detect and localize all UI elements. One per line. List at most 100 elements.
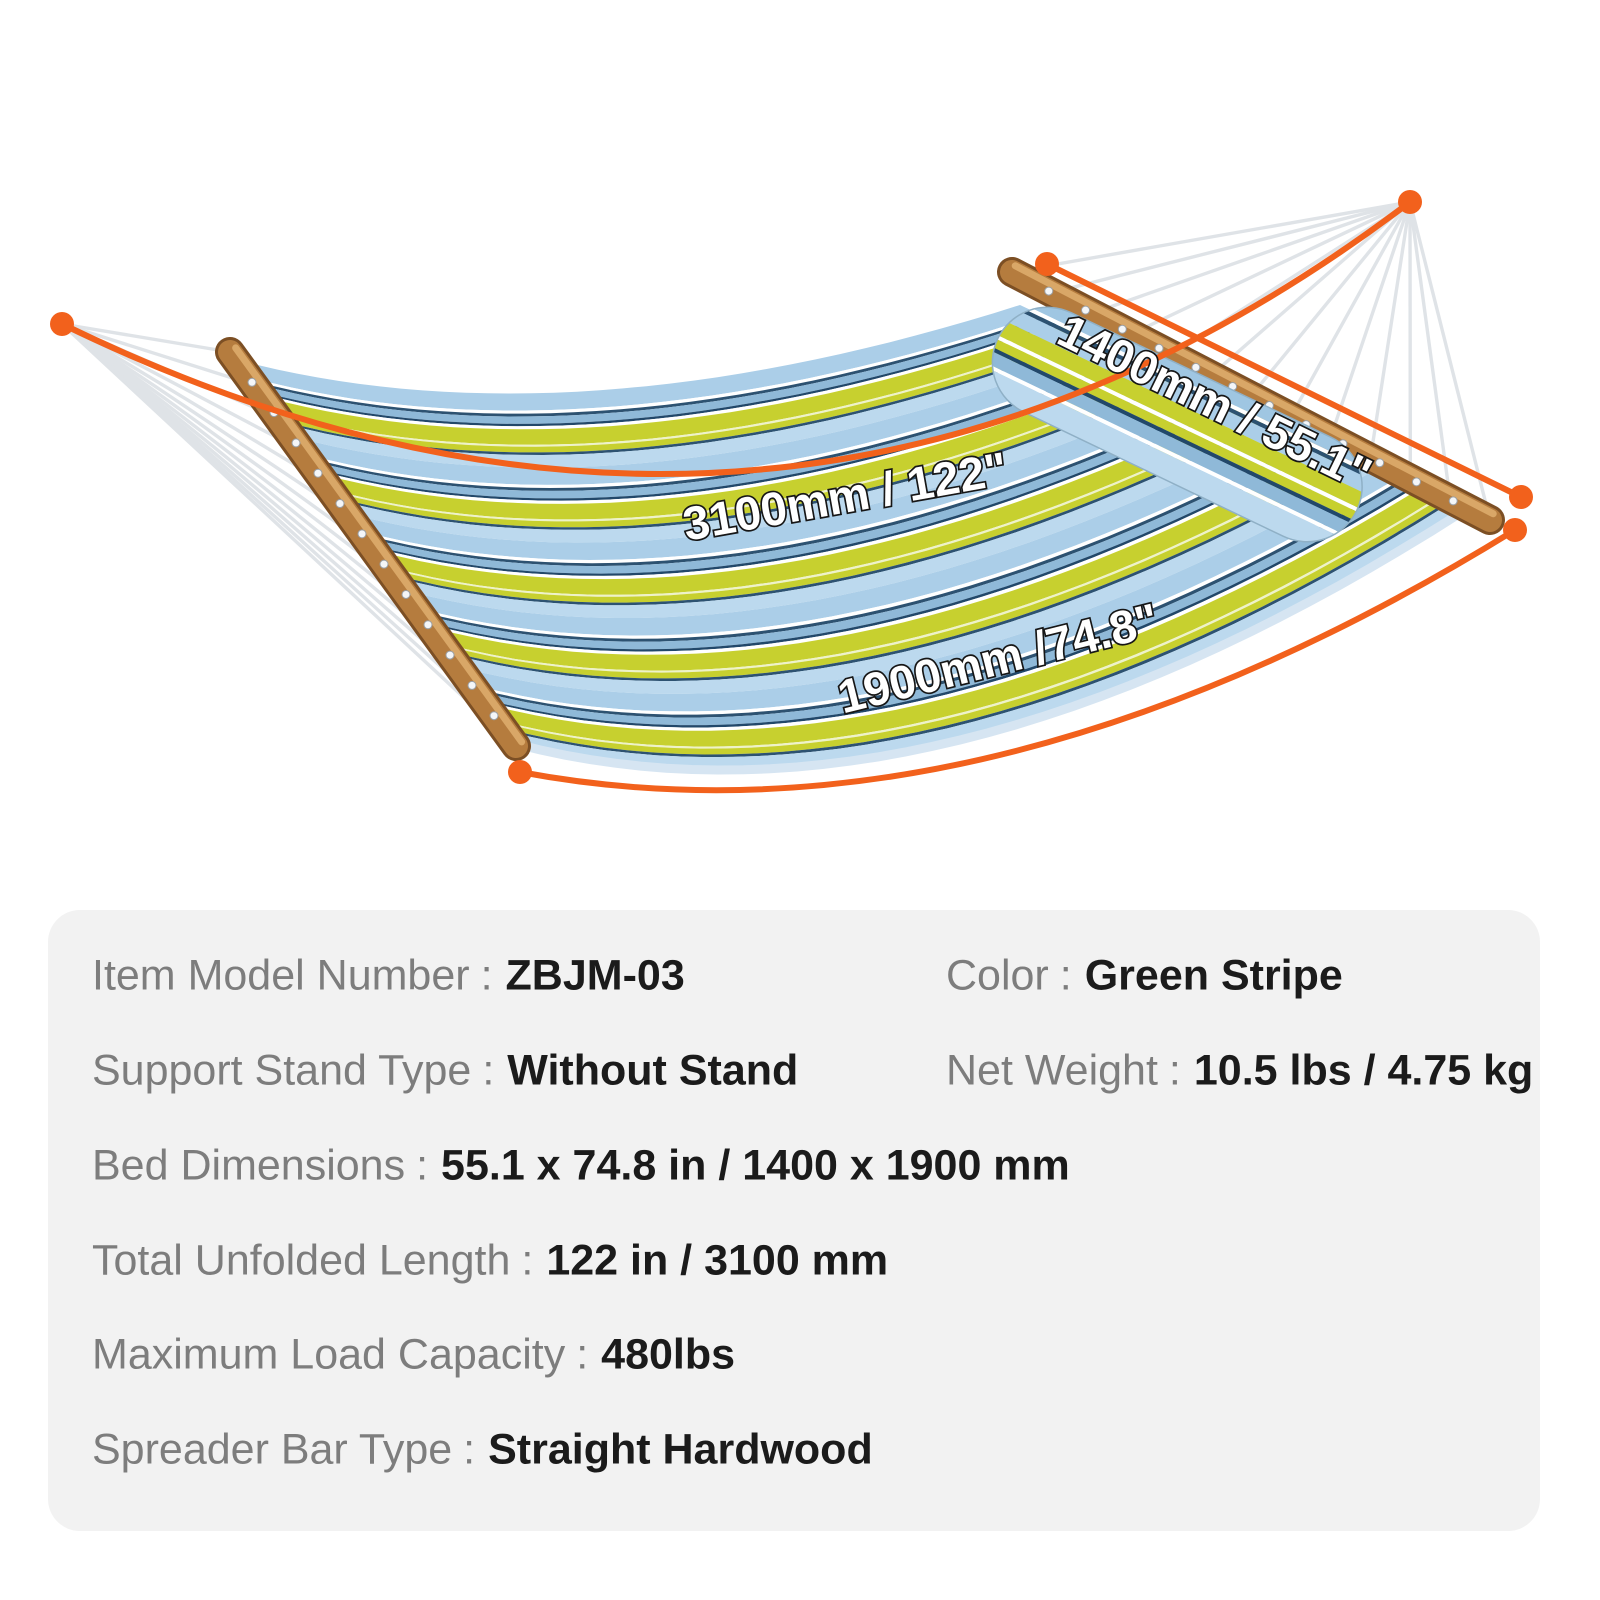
- dimension-lines: [50, 190, 1533, 794]
- pillow-outline: [991, 306, 1363, 543]
- rope-eyelet: [379, 559, 389, 569]
- pillow-stripe: [1014, 300, 1375, 477]
- dimension-endpoint-dot: [1503, 518, 1527, 542]
- fabric-stripe: [264, 325, 1082, 445]
- pillow-stripe: [1015, 288, 1381, 473]
- fabric-stripe: [487, 490, 1435, 747]
- dimension-endpoint-dot: [50, 312, 74, 336]
- rope-eyelet: [1154, 343, 1164, 353]
- fabric-stripe: [333, 376, 1179, 528]
- spec-label: Spreader Bar Type: [92, 1425, 453, 1474]
- pillow-stripe: [997, 335, 1359, 512]
- spec-value: 55.1 x 74.8 in / 1400 x 1900 mm: [441, 1141, 1070, 1190]
- bed-edge-binding: [511, 507, 1467, 775]
- pillow-stripe: [999, 321, 1365, 508]
- spec-value: Straight Hardwood: [488, 1425, 873, 1474]
- pillow-stripe: [1005, 307, 1372, 494]
- spec-label: Item Model Number: [92, 951, 470, 1000]
- hammock-string: [1289, 201, 1412, 418]
- hammock-string: [1329, 201, 1412, 438]
- spec-separator: :: [416, 1141, 429, 1190]
- spec-row-bed-dimensions: Bed Dimensions:55.1 x 74.8 in / 1400 x 1…: [92, 1141, 1070, 1190]
- rope-eyelet: [489, 711, 499, 721]
- hammock-string: [1011, 200, 1411, 274]
- spec-separator: :: [1059, 951, 1072, 1000]
- fabric-stripe: [366, 400, 1234, 574]
- hammock-string: [1051, 200, 1411, 295]
- dimension-endpoint-dot: [1398, 190, 1422, 214]
- rope-eyelet: [423, 620, 433, 630]
- rope-eyelet: [1375, 458, 1385, 468]
- fabric-stripe: [349, 387, 1218, 560]
- spec-value: Without Stand: [507, 1046, 799, 1095]
- spec-panel: Item Model Number: ZBJM-03 Color: Green St…: [48, 910, 1540, 1531]
- hammock-string: [61, 322, 327, 485]
- rope-eyelet: [357, 529, 367, 539]
- fabric-stripe: [306, 356, 1133, 488]
- spec-row-total-unfolded-length: Total Unfolded Length:122 in / 3100 mm: [92, 1236, 888, 1285]
- hammock-string: [61, 322, 255, 387]
- pillow-stripe: [986, 351, 1351, 535]
- rope-eyelet: [467, 680, 477, 690]
- rope-eyelet: [401, 589, 411, 599]
- rope-eyelet: [1411, 477, 1421, 487]
- spec-value: 10.5 lbs / 4.75 kg: [1193, 1046, 1534, 1095]
- spec-row-net-weight: Net Weight:10.5 lbs / 4.75 kg: [946, 1046, 1534, 1095]
- fabric-stripe: [431, 449, 1347, 671]
- dimension-line: [1044, 261, 1524, 500]
- pillow-stripe: [1012, 304, 1374, 480]
- hammock-string: [61, 322, 231, 354]
- fabric-stripe: [255, 317, 1057, 424]
- spec-label: Color: [946, 951, 1049, 1000]
- spec-row-maximum-load-capacity: Maximum Load Capacity:480lbs: [92, 1330, 736, 1379]
- hammock-string: [60, 322, 398, 584]
- fabric-stripe: [293, 346, 1129, 485]
- spec-label: Bed Dimensions: [92, 1141, 406, 1190]
- hammock-string: [1091, 200, 1411, 315]
- pillow-stripe: [984, 362, 1346, 539]
- fabric-stripe: [308, 357, 1136, 491]
- spec-label: Support Stand Type: [92, 1046, 472, 1095]
- rope-eyelet: [1117, 324, 1127, 334]
- fabric-stripe: [238, 305, 1041, 411]
- fabric-stripe: [339, 380, 1197, 543]
- dimension-line: [517, 527, 1518, 794]
- hammock-string: [1408, 201, 1492, 521]
- spec-label: Maximum Load Capacity: [92, 1330, 566, 1379]
- fabric-stripe: [318, 364, 1152, 504]
- rope-eyelet: [1448, 496, 1458, 506]
- spreader-bar: [1000, 260, 1502, 532]
- spec-label: Total Unfolded Length: [92, 1236, 511, 1285]
- rope-eyelet: [1081, 305, 1091, 315]
- dimension-endpoint-dot: [1035, 252, 1059, 276]
- hammock-string: [61, 322, 374, 551]
- fabric-stripe: [316, 363, 1148, 501]
- dimension-line: [59, 199, 1413, 477]
- rope-eyelet: [445, 650, 455, 660]
- spec-row-spreader-bar-type: Spreader Bar Type: Straight Hardwood: [92, 1425, 873, 1474]
- hammock-bed: [238, 305, 1467, 775]
- spec-value: 480lbs: [601, 1330, 736, 1379]
- rope-eyelet: [1044, 286, 1054, 296]
- spreader-bar: [218, 340, 528, 758]
- hammock-string: [60, 322, 518, 748]
- pillow-stripe: [993, 339, 1357, 520]
- rope-eyelet: [247, 377, 257, 387]
- spec-label: Net Weight: [946, 1046, 1158, 1095]
- hammock-string: [1368, 201, 1412, 459]
- suspension-strings: [60, 200, 1492, 748]
- hammock-string: [1408, 201, 1452, 500]
- pillow: [974, 288, 1381, 561]
- fabric-stripe: [320, 366, 1170, 520]
- spec-value: ZBJM-03: [505, 951, 685, 1000]
- rope-eyelet: [335, 499, 345, 509]
- dimension-endpoint-dot: [508, 760, 532, 784]
- spreader-bar-highlight: [1011, 262, 1497, 518]
- spec-separator: :: [482, 1046, 495, 1095]
- spec-separator: :: [480, 951, 493, 1000]
- hammock-string: [61, 322, 351, 518]
- hammock-string: [1249, 200, 1412, 398]
- hammock-string: [1210, 200, 1412, 377]
- rope-eyelet: [313, 468, 323, 478]
